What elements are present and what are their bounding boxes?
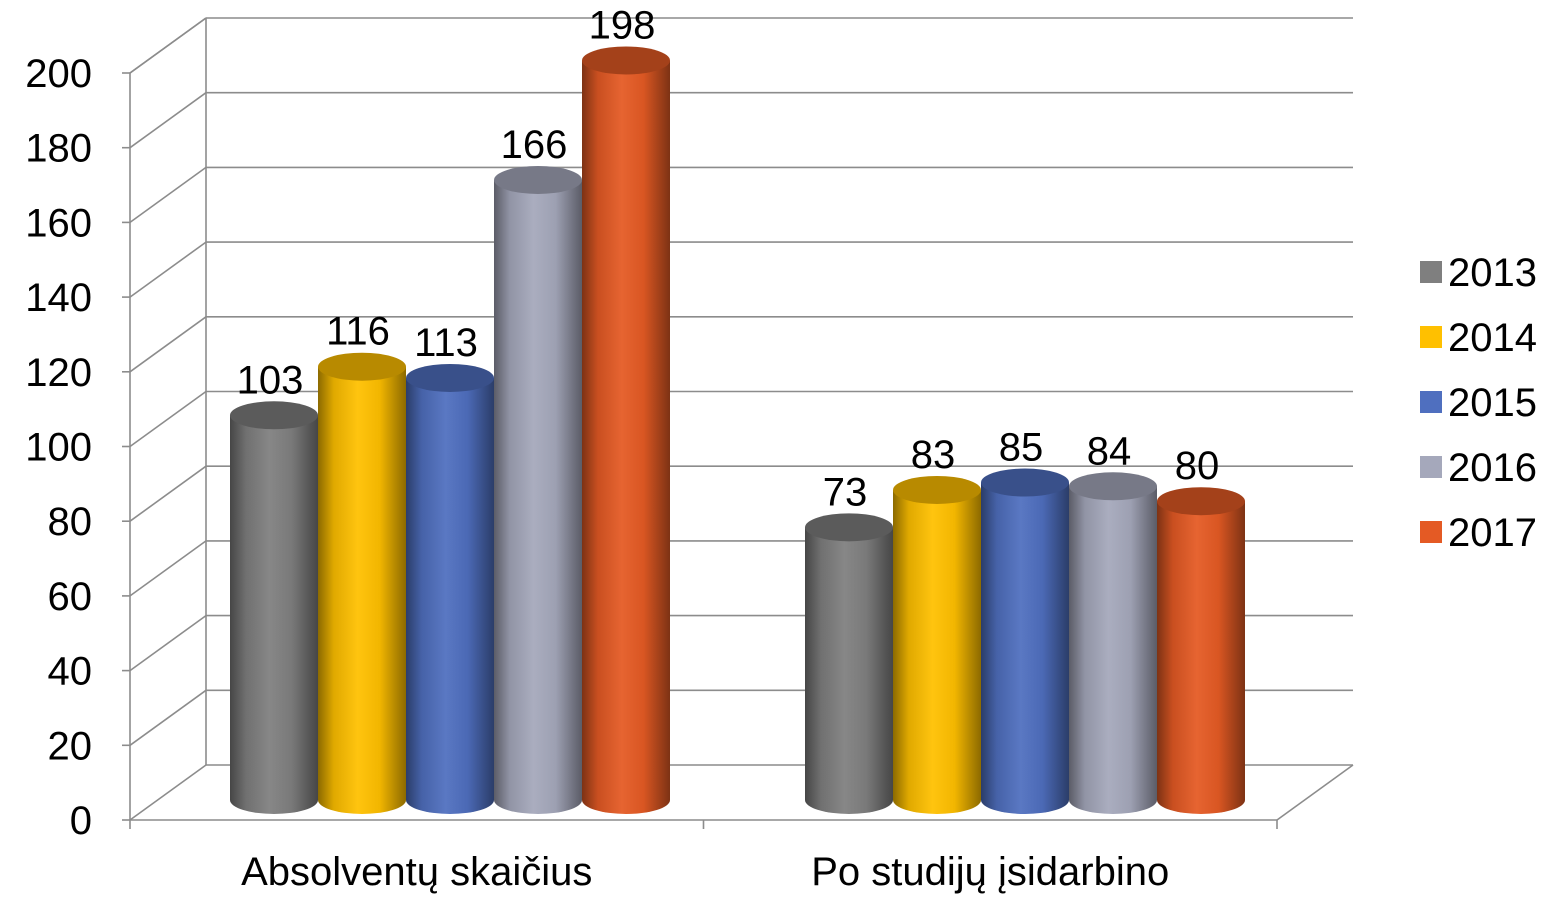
data-label: 198	[589, 3, 656, 47]
gridline-side	[129, 390, 207, 448]
bar-top-cap	[805, 513, 893, 542]
bar-top-cap	[1157, 487, 1245, 516]
data-label: 166	[501, 123, 568, 167]
legend-item: 2016	[1420, 446, 1537, 490]
x-category-label: Po studijų įsidarbino	[811, 850, 1169, 894]
bars	[230, 46, 1245, 815]
data-labels: 103 116 113 166 198 73 83 85 84 80	[237, 3, 1220, 514]
data-label: 116	[326, 310, 390, 354]
axes: 0 20 40 60 80 100 120 140 160 180 200 Absolventų sk…	[25, 52, 1278, 894]
legend-item: 2014	[1420, 316, 1537, 360]
bar-body	[981, 482, 1069, 814]
legend-swatch	[1420, 456, 1442, 478]
legend-swatch	[1420, 391, 1442, 413]
y-tick-label: 140	[25, 276, 92, 320]
gridline-side	[129, 17, 207, 74]
y-tick-label: 120	[25, 351, 92, 395]
gridline-side	[129, 689, 207, 746]
legend: 2013 2014 2015 2016 2017	[1420, 251, 1537, 555]
legend-item: 2015	[1420, 381, 1537, 425]
y-tick-label: 180	[25, 127, 92, 171]
data-label: 103	[237, 358, 304, 402]
data-label: 73	[823, 470, 868, 514]
legend-label: 2017	[1448, 511, 1537, 555]
bar-body	[1157, 501, 1245, 814]
bar-top-cap	[230, 401, 318, 430]
bar	[230, 401, 318, 814]
data-label: 85	[999, 426, 1044, 470]
y-tick-label: 20	[48, 724, 93, 768]
bar	[406, 363, 494, 814]
x-category-label: Absolventų skaičius	[241, 850, 592, 894]
bar-body	[805, 527, 893, 814]
data-label: 83	[911, 433, 956, 477]
gridline-side	[129, 540, 207, 597]
legend-label: 2015	[1448, 381, 1537, 425]
bar-body	[582, 60, 670, 815]
legend-item: 2017	[1420, 511, 1537, 555]
gridline-side	[129, 241, 207, 298]
bar	[805, 513, 893, 814]
y-tick-label: 100	[25, 426, 92, 470]
bar-body	[494, 179, 582, 815]
bar	[893, 475, 981, 814]
bar-top-cap	[406, 363, 494, 392]
bar-top-cap	[582, 46, 670, 75]
y-tick-label: 200	[25, 52, 92, 96]
legend-swatch	[1420, 521, 1442, 543]
data-label: 80	[1175, 444, 1220, 488]
bar-top-cap	[1069, 472, 1157, 501]
legend-label: 2013	[1448, 251, 1537, 295]
bar	[1157, 487, 1245, 814]
bar-top-cap	[981, 468, 1069, 497]
data-label: 84	[1087, 429, 1132, 473]
y-tick-label: 0	[70, 799, 92, 843]
bar-top-cap	[494, 165, 582, 194]
legend-swatch	[1420, 326, 1442, 348]
bar	[318, 352, 406, 814]
bar-body	[406, 377, 494, 814]
gridline-side	[129, 92, 207, 149]
y-tick-label: 40	[48, 650, 93, 694]
legend-swatch	[1420, 261, 1442, 283]
bar	[494, 165, 582, 815]
legend-label: 2014	[1448, 316, 1537, 360]
bar-body	[893, 489, 981, 814]
bar	[1069, 472, 1157, 814]
y-tick-label: 60	[48, 575, 93, 619]
gridline-side	[129, 465, 207, 522]
y-tick-label: 80	[48, 500, 93, 544]
legend-label: 2016	[1448, 446, 1537, 490]
gridline-side	[129, 764, 207, 821]
bar-body	[318, 366, 406, 814]
legend-item: 2013	[1420, 251, 1537, 295]
data-label: 113	[414, 321, 478, 365]
bar-body	[230, 415, 318, 814]
bar	[981, 468, 1069, 814]
bar-top-cap	[318, 352, 406, 381]
gridline-side	[129, 166, 207, 224]
gridline-side	[129, 316, 207, 373]
floor-right-edge	[1276, 764, 1354, 821]
bar-top-cap	[893, 475, 981, 504]
bar-body	[1069, 486, 1157, 814]
bar	[582, 46, 670, 815]
y-tick-label: 160	[25, 201, 92, 245]
gridline-side	[129, 614, 207, 672]
